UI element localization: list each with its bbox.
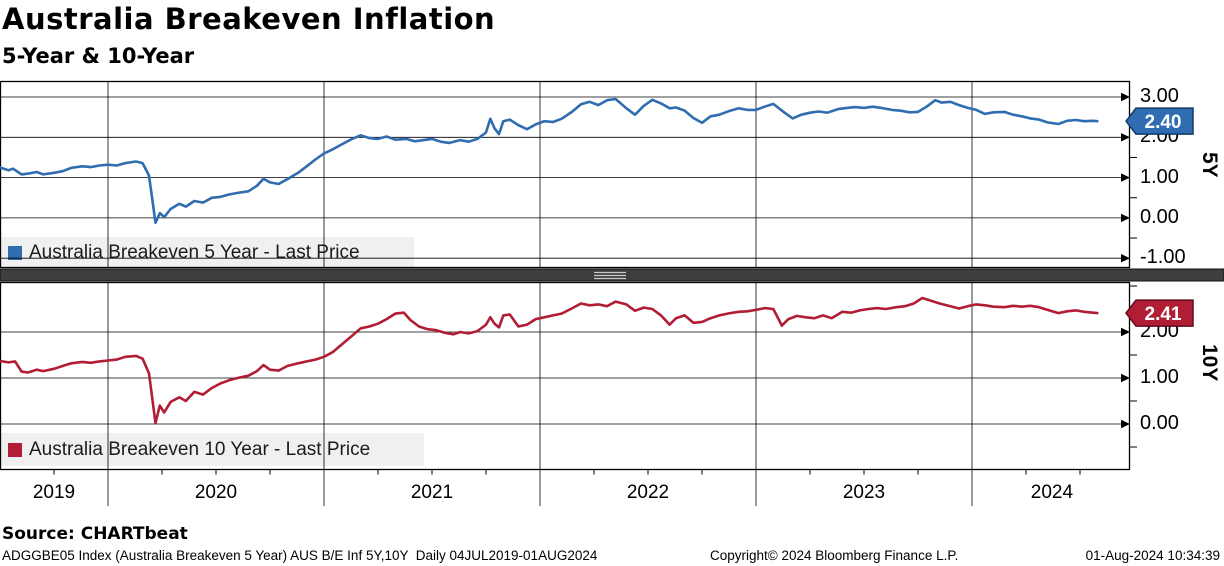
x-axis-year-label: 2020 — [194, 482, 238, 503]
y-axis-tick-label: 1.00 — [1140, 165, 1179, 188]
x-axis-year-label: 2022 — [626, 482, 670, 503]
x-axis-year-label: 2023 — [842, 482, 886, 503]
y-axis-arrow-icon — [1121, 254, 1130, 263]
last-price-value-10y: 2.41 — [1145, 304, 1182, 325]
y-axis-tick-label: 2.00 — [1140, 125, 1179, 148]
copyright-notice: Copyright© 2024 Bloomberg Finance L.P. — [710, 548, 959, 563]
last-price-value-5y: 2.40 — [1145, 112, 1182, 133]
y-axis-tick-label: 3.00 — [1140, 85, 1179, 107]
legend-swatch-5y-icon — [8, 245, 22, 260]
y-axis-tick-label: 1.00 — [1140, 366, 1179, 388]
panel-divider[interactable] — [0, 268, 1224, 282]
series-line-5y — [0, 97, 1099, 224]
source-label: Source: CHARTbeat — [2, 524, 188, 544]
legend-label-10y: Australia Breakeven 10 Year - Last Price — [29, 438, 371, 460]
legend-label-5y: Australia Breakeven 5 Year - Last Price — [29, 241, 360, 263]
ticker-description: ADGGBE05 Index (Australia Breakeven 5 Ye… — [2, 548, 598, 563]
y-axis-arrow-icon — [1121, 419, 1130, 429]
y-axis-tick-label: 2.00 — [1140, 320, 1179, 342]
page-title: Australia Breakeven Inflation — [2, 2, 496, 36]
y-axis-arrow-icon — [1121, 133, 1130, 142]
y-axis-arrow-icon — [1121, 173, 1130, 182]
legend-5y[interactable]: Australia Breakeven 5 Year - Last Price — [0, 237, 414, 268]
y-axis-tick-label: 0.00 — [1140, 412, 1179, 434]
legend-swatch-10y-icon — [8, 442, 22, 457]
page-subtitle: 5-Year & 10-Year — [2, 44, 195, 68]
y-axis-arrow-icon — [1121, 327, 1130, 337]
timestamp: 01-Aug-2024 10:34:39 — [1085, 548, 1220, 563]
x-axis-year-label: 2021 — [410, 482, 454, 503]
x-axis-year-label: 2019 — [32, 482, 76, 503]
y-axis-name-5y: 5Y — [1198, 152, 1221, 178]
y-axis-arrow-icon — [1121, 213, 1130, 223]
y-axis-arrow-icon — [1121, 373, 1130, 383]
y-axis-name-10y: 10Y — [1198, 344, 1221, 382]
last-price-tag-5y — [1125, 107, 1194, 135]
y-axis-arrow-icon — [1121, 92, 1130, 102]
legend-10y[interactable]: Australia Breakeven 10 Year - Last Price — [0, 433, 424, 466]
series-line-10y — [0, 296, 1099, 425]
y-axis-tick-label: -1.00 — [1140, 246, 1186, 269]
y-axis-tick-label: 0.00 — [1140, 205, 1179, 228]
last-price-tag-10y — [1125, 299, 1194, 327]
x-axis-year-label: 2024 — [1030, 482, 1074, 503]
